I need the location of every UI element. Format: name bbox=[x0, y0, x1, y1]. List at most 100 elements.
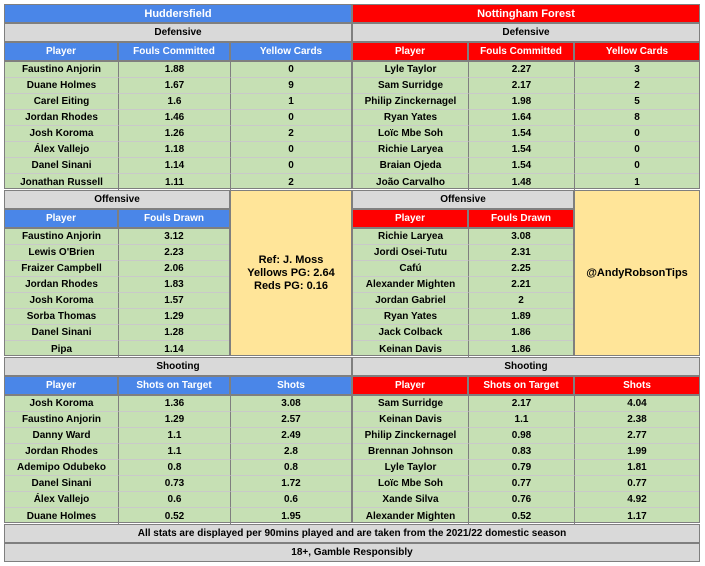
home-def-row-4-col-2: 2 bbox=[231, 126, 351, 142]
tipster-handle: @AndyRobsonTips bbox=[586, 266, 688, 279]
home-def-row-5-col-0: Álex Vallejo bbox=[5, 142, 119, 158]
away-def-row-1-col-0: Sam Surridge bbox=[353, 78, 469, 94]
home-shoot-player-col: Player bbox=[4, 376, 118, 395]
away-def-row-6-col-2: 0 bbox=[575, 158, 699, 174]
away-shooting-table: Sam Surridge 2.17 4.04 Keinan Davis 1.1 2.38 P… bbox=[352, 395, 700, 524]
away-shoot-row-6-col-0: Xande Silva bbox=[353, 492, 469, 508]
away-def-row-4-col-1: 1.54 bbox=[469, 126, 575, 142]
home-off-row-6-col-0: Danel Sinani bbox=[5, 325, 119, 341]
away-defensive-table: Lyle Taylor 2.27 3 Sam Surridge 2.17 2 Philip … bbox=[352, 61, 700, 190]
away-shoot-row-1-col-0: Keinan Davis bbox=[353, 412, 469, 428]
away-def-row-3-col-1: 1.64 bbox=[469, 110, 575, 126]
away-def-row-4-col-2: 0 bbox=[575, 126, 699, 142]
away-def-row-2-col-1: 1.98 bbox=[469, 94, 575, 110]
home-shoot-row-1-col-2: 2.57 bbox=[231, 412, 351, 428]
away-def-row-6-col-1: 1.54 bbox=[469, 158, 575, 174]
home-def-row-0-col-1: 1.88 bbox=[119, 62, 231, 78]
away-shoot-row-5-col-0: Loïc Mbe Soh bbox=[353, 476, 469, 492]
away-shoot-row-0-col-0: Sam Surridge bbox=[353, 396, 469, 412]
away-shoot-row-6-col-2: 4.92 bbox=[575, 492, 699, 508]
away-off-row-7-col-0: Keinan Davis bbox=[353, 341, 469, 357]
away-off-row-0-col-1: 3.08 bbox=[469, 229, 573, 245]
home-shoot-sot-col: Shots on Target bbox=[118, 376, 230, 395]
home-shoot-row-3-col-2: 2.8 bbox=[231, 444, 351, 460]
home-def-row-7-col-1: 1.11 bbox=[119, 174, 231, 190]
away-shoot-row-6-col-1: 0.76 bbox=[469, 492, 575, 508]
home-offensive-table: Faustino Anjorin 3.12 Lewis O'Brien 2.23 Fra… bbox=[4, 228, 230, 357]
home-off-row-2-col-1: 2.06 bbox=[119, 261, 229, 277]
away-off-drawn-col: Fouls Drawn bbox=[468, 209, 574, 228]
away-off-row-1-col-1: 2.31 bbox=[469, 245, 573, 261]
away-def-row-7-col-0: João Carvalho bbox=[353, 174, 469, 190]
away-off-row-2-col-1: 2.25 bbox=[469, 261, 573, 277]
away-def-row-6-col-0: Braian Ojeda bbox=[353, 158, 469, 174]
home-def-row-0-col-2: 0 bbox=[231, 62, 351, 78]
away-shoot-row-0-col-1: 2.17 bbox=[469, 396, 575, 412]
home-offensive-section: Offensive bbox=[4, 190, 230, 209]
home-off-row-7-col-0: Pipa bbox=[5, 341, 119, 357]
home-def-row-3-col-0: Jordan Rhodes bbox=[5, 110, 119, 126]
home-off-player-col: Player bbox=[4, 209, 118, 228]
home-shoot-row-5-col-2: 1.72 bbox=[231, 476, 351, 492]
away-shoot-row-1-col-1: 1.1 bbox=[469, 412, 575, 428]
home-off-row-1-col-1: 2.23 bbox=[119, 245, 229, 261]
away-def-row-5-col-0: Richie Laryea bbox=[353, 142, 469, 158]
away-def-row-5-col-2: 0 bbox=[575, 142, 699, 158]
away-def-row-1-col-2: 2 bbox=[575, 78, 699, 94]
home-shoot-row-4-col-0: Ademipo Odubeko bbox=[5, 460, 119, 476]
away-def-row-0-col-1: 2.27 bbox=[469, 62, 575, 78]
home-defensive-table: Faustino Anjorin 1.88 0 Duane Holmes 1.67 9 Ca… bbox=[4, 61, 352, 190]
referee-name: Ref: J. Moss bbox=[258, 253, 324, 266]
away-shoot-shots-col: Shots bbox=[574, 376, 700, 395]
away-shoot-row-7-col-2: 1.17 bbox=[627, 510, 647, 522]
home-def-fouls-col: Fouls Committed bbox=[118, 42, 230, 61]
away-off-row-2-col-0: Cafú bbox=[353, 261, 469, 277]
away-def-row-2-col-0: Philip Zinckernagel bbox=[353, 94, 469, 110]
home-off-row-7-col-1: 1.14 bbox=[164, 343, 184, 355]
home-def-row-7-col-2: 2 bbox=[288, 176, 294, 188]
away-def-fouls-col: Fouls Committed bbox=[468, 42, 574, 61]
away-shoot-player-col: Player bbox=[352, 376, 468, 395]
away-off-row-3-col-1: 2.21 bbox=[469, 277, 573, 293]
away-off-row-3-col-0: Alexander Mighten bbox=[353, 277, 469, 293]
away-shoot-row-2-col-1: 0.98 bbox=[469, 428, 575, 444]
away-off-row-0-col-0: Richie Laryea bbox=[353, 229, 469, 245]
away-shoot-row-5-col-1: 0.77 bbox=[469, 476, 575, 492]
home-def-row-6-col-2: 0 bbox=[231, 158, 351, 174]
away-shoot-row-3-col-2: 1.99 bbox=[575, 444, 699, 460]
home-def-row-2-col-1: 1.6 bbox=[119, 94, 231, 110]
referee-yellows: Yellows PG: 2.64 bbox=[247, 266, 335, 279]
home-def-row-5-col-1: 1.18 bbox=[119, 142, 231, 158]
home-def-row-1-col-1: 1.67 bbox=[119, 78, 231, 94]
away-off-player-col: Player bbox=[352, 209, 468, 228]
away-shoot-row-3-col-1: 0.83 bbox=[469, 444, 575, 460]
away-def-row-2-col-2: 5 bbox=[575, 94, 699, 110]
home-off-row-5-col-1: 1.29 bbox=[119, 309, 229, 325]
home-off-row-4-col-0: Josh Koroma bbox=[5, 293, 119, 309]
away-shoot-row-2-col-0: Philip Zinckernagel bbox=[353, 428, 469, 444]
referee-info-box: Ref: J. Moss Yellows PG: 2.64 Reds PG: 0… bbox=[230, 190, 352, 356]
home-def-row-3-col-2: 0 bbox=[231, 110, 351, 126]
home-def-row-7-col-0: Jonathan Russell bbox=[5, 174, 119, 190]
home-shoot-row-7-col-0: Duane Holmes bbox=[5, 508, 119, 524]
referee-reds: Reds PG: 0.16 bbox=[254, 279, 328, 292]
home-shoot-row-6-col-0: Álex Vallejo bbox=[5, 492, 119, 508]
home-def-row-4-col-0: Josh Koroma bbox=[5, 126, 119, 142]
away-off-row-4-col-1: 2 bbox=[469, 293, 573, 309]
home-def-row-6-col-1: 1.14 bbox=[119, 158, 231, 174]
home-def-player-col: Player bbox=[4, 42, 118, 61]
home-shoot-row-2-col-0: Danny Ward bbox=[5, 428, 119, 444]
away-shoot-row-2-col-2: 2.77 bbox=[575, 428, 699, 444]
home-def-yellow-col: Yellow Cards bbox=[230, 42, 352, 61]
away-def-row-4-col-0: Loïc Mbe Soh bbox=[353, 126, 469, 142]
home-def-row-5-col-2: 0 bbox=[231, 142, 351, 158]
home-shoot-row-7-col-1: 0.52 bbox=[119, 508, 231, 524]
away-def-row-7-col-2: 1 bbox=[634, 176, 640, 188]
home-off-row-4-col-1: 1.57 bbox=[119, 293, 229, 309]
home-shoot-row-3-col-0: Jordan Rhodes bbox=[5, 444, 119, 460]
away-off-row-7-col-1: 1.86 bbox=[511, 343, 531, 355]
home-shoot-row-2-col-2: 2.49 bbox=[231, 428, 351, 444]
home-off-row-1-col-0: Lewis O'Brien bbox=[5, 245, 119, 261]
away-shoot-row-1-col-2: 2.38 bbox=[575, 412, 699, 428]
